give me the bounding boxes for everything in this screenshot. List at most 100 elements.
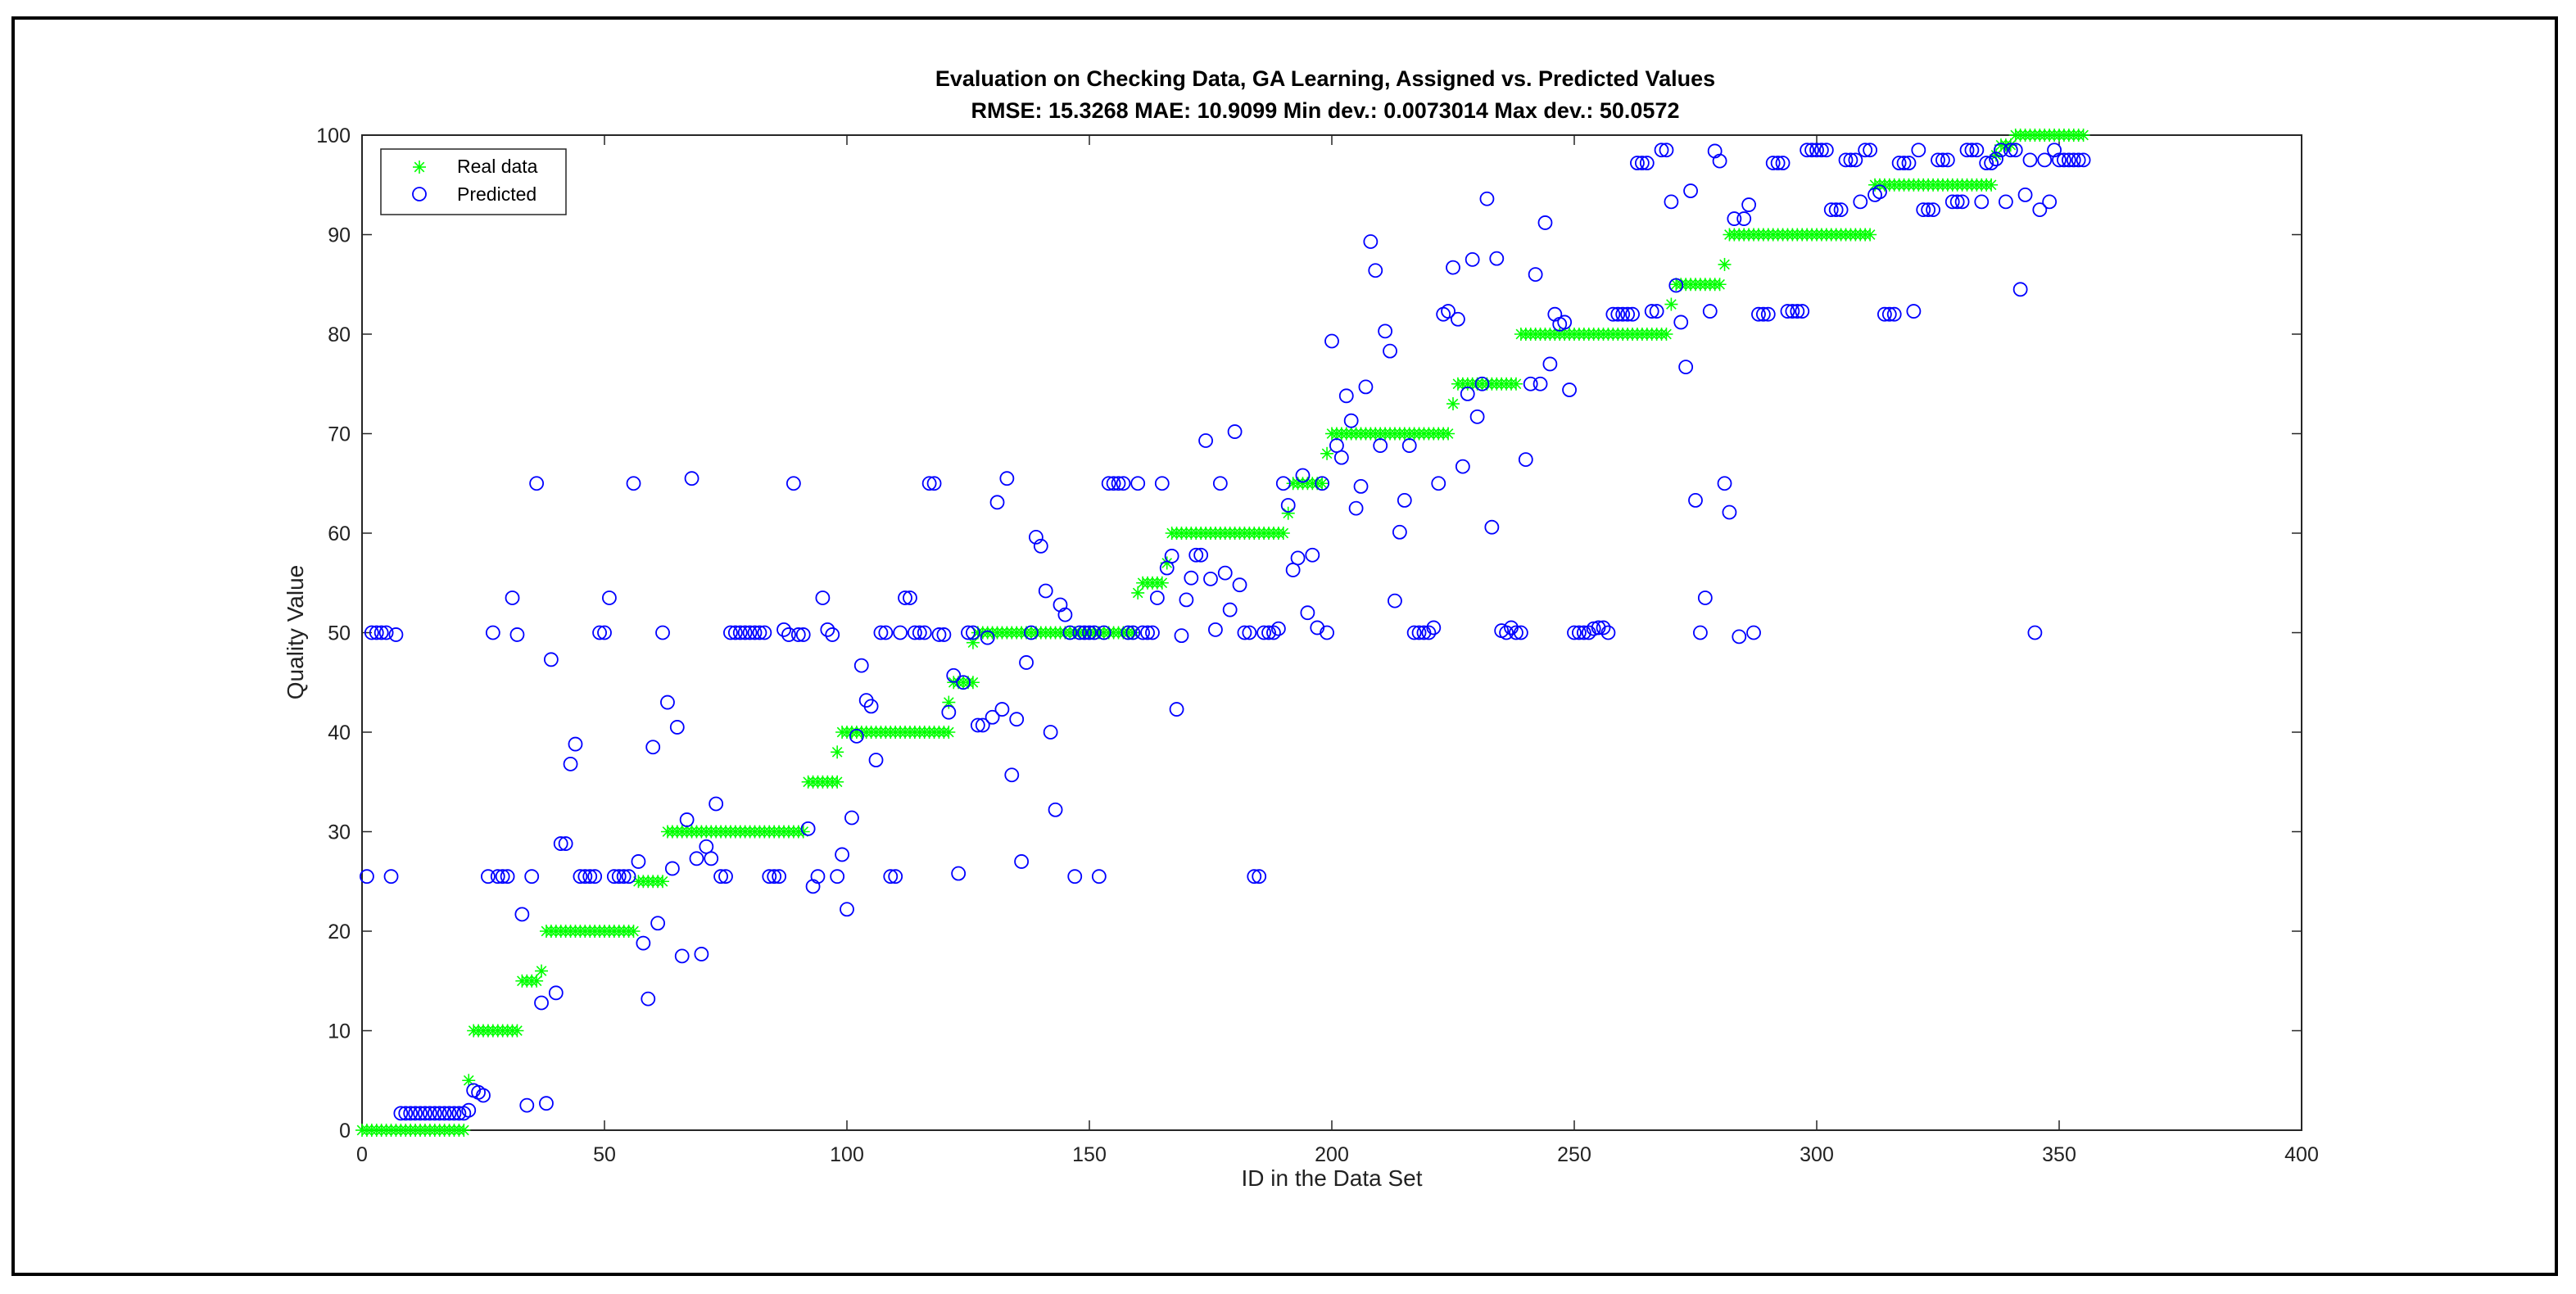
predicted-point (800, 821, 816, 836)
predicted-point (1780, 304, 1795, 319)
predicted-point (611, 869, 627, 885)
predicted-point (408, 1106, 423, 1121)
predicted-point (1091, 869, 1107, 885)
predicted-point (1746, 625, 1761, 640)
predicted-point (1542, 356, 1558, 372)
predicted-point (1853, 194, 1868, 210)
predicted-point (1877, 306, 1892, 322)
predicted-point (558, 836, 573, 851)
predicted-point (1373, 438, 1388, 453)
predicted-point (2061, 152, 2076, 168)
real-data-point (1713, 278, 1727, 292)
predicted-point (1062, 625, 1078, 640)
predicted-point (1858, 143, 1873, 158)
predicted-point (1775, 156, 1791, 170)
predicted-point (1732, 629, 1747, 645)
legend-label-real: Real data (457, 156, 538, 177)
predicted-point (912, 625, 927, 640)
predicted-point (1562, 382, 1577, 397)
predicted-point (641, 991, 656, 1007)
predicted-point (1232, 577, 1247, 593)
predicted-point (1572, 625, 1587, 640)
predicted-point (907, 625, 922, 640)
predicted-point (951, 866, 967, 881)
predicted-point (1358, 379, 1374, 395)
predicted-point (1906, 304, 1922, 319)
predicted-point (1024, 625, 1039, 640)
predicted-point (1979, 156, 1994, 170)
predicted-point (1795, 304, 1810, 319)
predicted-point (790, 627, 806, 642)
predicted-point (1804, 143, 1819, 158)
predicted-point (1451, 311, 1465, 327)
predicted-point (1848, 152, 1863, 168)
predicted-point (1736, 211, 1752, 226)
predicted-point (1649, 304, 1664, 319)
predicted-point (1659, 143, 1674, 158)
x-tick-label: 0 (356, 1143, 368, 1166)
real-data-point (1315, 477, 1329, 491)
predicted-point (1785, 304, 1800, 319)
predicted-point (1174, 628, 1189, 644)
predicted-point (1760, 306, 1776, 322)
predicted-point (664, 861, 680, 876)
predicted-point (1179, 592, 1194, 608)
real-data-point (831, 775, 844, 789)
predicted-point (413, 1106, 428, 1121)
predicted-point (1989, 152, 2003, 167)
predicted-point (500, 869, 515, 885)
predicted-point (781, 627, 796, 642)
predicted-point (398, 1106, 414, 1121)
predicted-point (752, 625, 767, 640)
predicted-point (694, 947, 709, 961)
predicted-point (553, 836, 568, 851)
predicted-point (1509, 625, 1523, 640)
predicted-point (985, 709, 1000, 725)
predicted-point (1169, 702, 1184, 717)
legend-real-asterisk (413, 161, 426, 174)
predicted-point (893, 625, 908, 640)
predicted-point (772, 869, 787, 885)
real-data-point (1442, 427, 1456, 441)
y-tick-label: 70 (328, 423, 351, 446)
real-data-point (1281, 506, 1295, 520)
predicted-point (762, 869, 777, 885)
predicted-point (1800, 143, 1815, 158)
real-data-point (457, 1124, 471, 1137)
predicted-point (1212, 476, 1228, 491)
predicted-point (1722, 504, 1737, 520)
predicted-point (727, 625, 743, 640)
predicted-point (1998, 194, 2013, 210)
predicted-point (1523, 376, 1538, 391)
predicted-point (543, 652, 559, 667)
predicted-point (2012, 282, 2028, 297)
predicted-point (1678, 360, 1694, 374)
predicted-point (1227, 424, 1243, 439)
predicted-point (568, 736, 583, 752)
predicted-point (1935, 152, 1950, 168)
x-tick-label: 200 (1315, 1143, 1349, 1166)
predicted-point (1702, 304, 1718, 319)
legend-predicted-marker (412, 187, 427, 201)
predicted-point (709, 796, 724, 812)
predicted-point (1974, 194, 1990, 210)
predicted-point (2037, 152, 2053, 168)
predicted-point (1954, 194, 1970, 210)
predicted-point (1441, 304, 1456, 319)
y-tick-label: 0 (339, 1120, 351, 1142)
predicted-point (432, 1106, 447, 1121)
y-tick-label: 10 (328, 1020, 351, 1043)
predicted-point (723, 625, 738, 640)
predicted-point (1673, 314, 1689, 330)
predicted-point (2071, 152, 2086, 168)
predicted-point (505, 590, 520, 605)
predicted-point (1644, 304, 1659, 319)
x-tick-label: 50 (593, 1143, 616, 1166)
predicted-point (1028, 529, 1044, 545)
predicted-point (1324, 333, 1339, 349)
predicted-point (941, 704, 957, 720)
predicted-point (1140, 625, 1155, 640)
predicted-point (1625, 306, 1640, 322)
real-data-point (1659, 328, 1673, 341)
predicted-point (776, 622, 791, 637)
